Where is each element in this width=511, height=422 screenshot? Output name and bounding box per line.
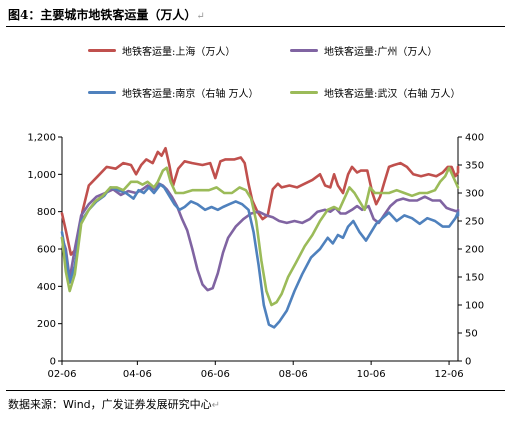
left-y-tick-label: 400 <box>37 282 56 293</box>
legend-label-wuhan: 地铁客运量:武汉（右轴 万人） <box>324 88 461 100</box>
right-y-tick-label: 400 <box>465 133 484 144</box>
x-tick-label: 02-06 <box>47 369 76 380</box>
legend-item-shanghai: 地铁客运量:上海（万人） <box>88 43 236 58</box>
x-tick-label: 04-06 <box>123 369 152 380</box>
source-rule <box>6 390 505 391</box>
legend-swatch-nanjing <box>88 90 116 94</box>
right-y-tick-label: 350 <box>465 161 484 172</box>
left-y-tick-label: 1,200 <box>27 133 56 144</box>
legend-item-wuhan: 地铁客运量:武汉（右轴 万人） <box>290 85 461 100</box>
x-tick-label: 08-06 <box>279 369 308 380</box>
title-rule <box>6 26 505 27</box>
left-y-tick-label: 1,000 <box>27 170 56 181</box>
x-tick-label: 06-06 <box>201 369 230 380</box>
left-y-tick-label: 0 <box>50 357 56 368</box>
legend-swatch-guangzhou <box>290 48 318 52</box>
legend-swatch-wuhan <box>290 90 318 94</box>
right-y-tick-label: 250 <box>465 217 484 228</box>
page-title: 图4：主要城市地铁客运量（万人）↵ <box>8 8 205 22</box>
legend-item-guangzhou: 地铁客运量:广州（万人） <box>290 43 438 58</box>
right-y-tick-label: 200 <box>465 245 484 256</box>
left-y-tick-label: 800 <box>37 207 56 218</box>
x-tick-label: 10-06 <box>357 369 386 380</box>
series-line-nanjing <box>60 183 460 329</box>
legend-label-guangzhou: 地铁客运量:广州（万人） <box>324 46 438 58</box>
left-y-tick-label: 200 <box>37 319 56 330</box>
right-y-tick-label: 100 <box>465 301 484 312</box>
legend-label-shanghai: 地铁客运量:上海（万人） <box>122 46 236 58</box>
source-note: 数据来源：Wind，广发证券发展研究中心↵ <box>8 398 221 411</box>
right-y-tick-label: 50 <box>465 329 478 340</box>
legend-label-nanjing: 地铁客运量:南京（右轴 万人） <box>122 88 259 100</box>
x-tick-label: 12-06 <box>435 369 464 380</box>
right-y-tick-label: 0 <box>465 357 471 368</box>
right-y-tick-label: 300 <box>465 189 484 200</box>
series-line-wuhan <box>60 166 460 307</box>
right-y-tick-label: 150 <box>465 273 484 284</box>
series-line-shanghai <box>60 146 460 256</box>
legend-item-nanjing: 地铁客运量:南京（右轴 万人） <box>88 85 259 100</box>
left-y-tick-label: 600 <box>37 245 56 256</box>
legend-swatch-shanghai <box>88 48 116 52</box>
